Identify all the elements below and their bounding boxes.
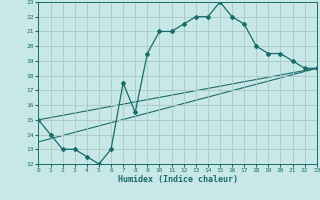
- X-axis label: Humidex (Indice chaleur): Humidex (Indice chaleur): [118, 175, 238, 184]
